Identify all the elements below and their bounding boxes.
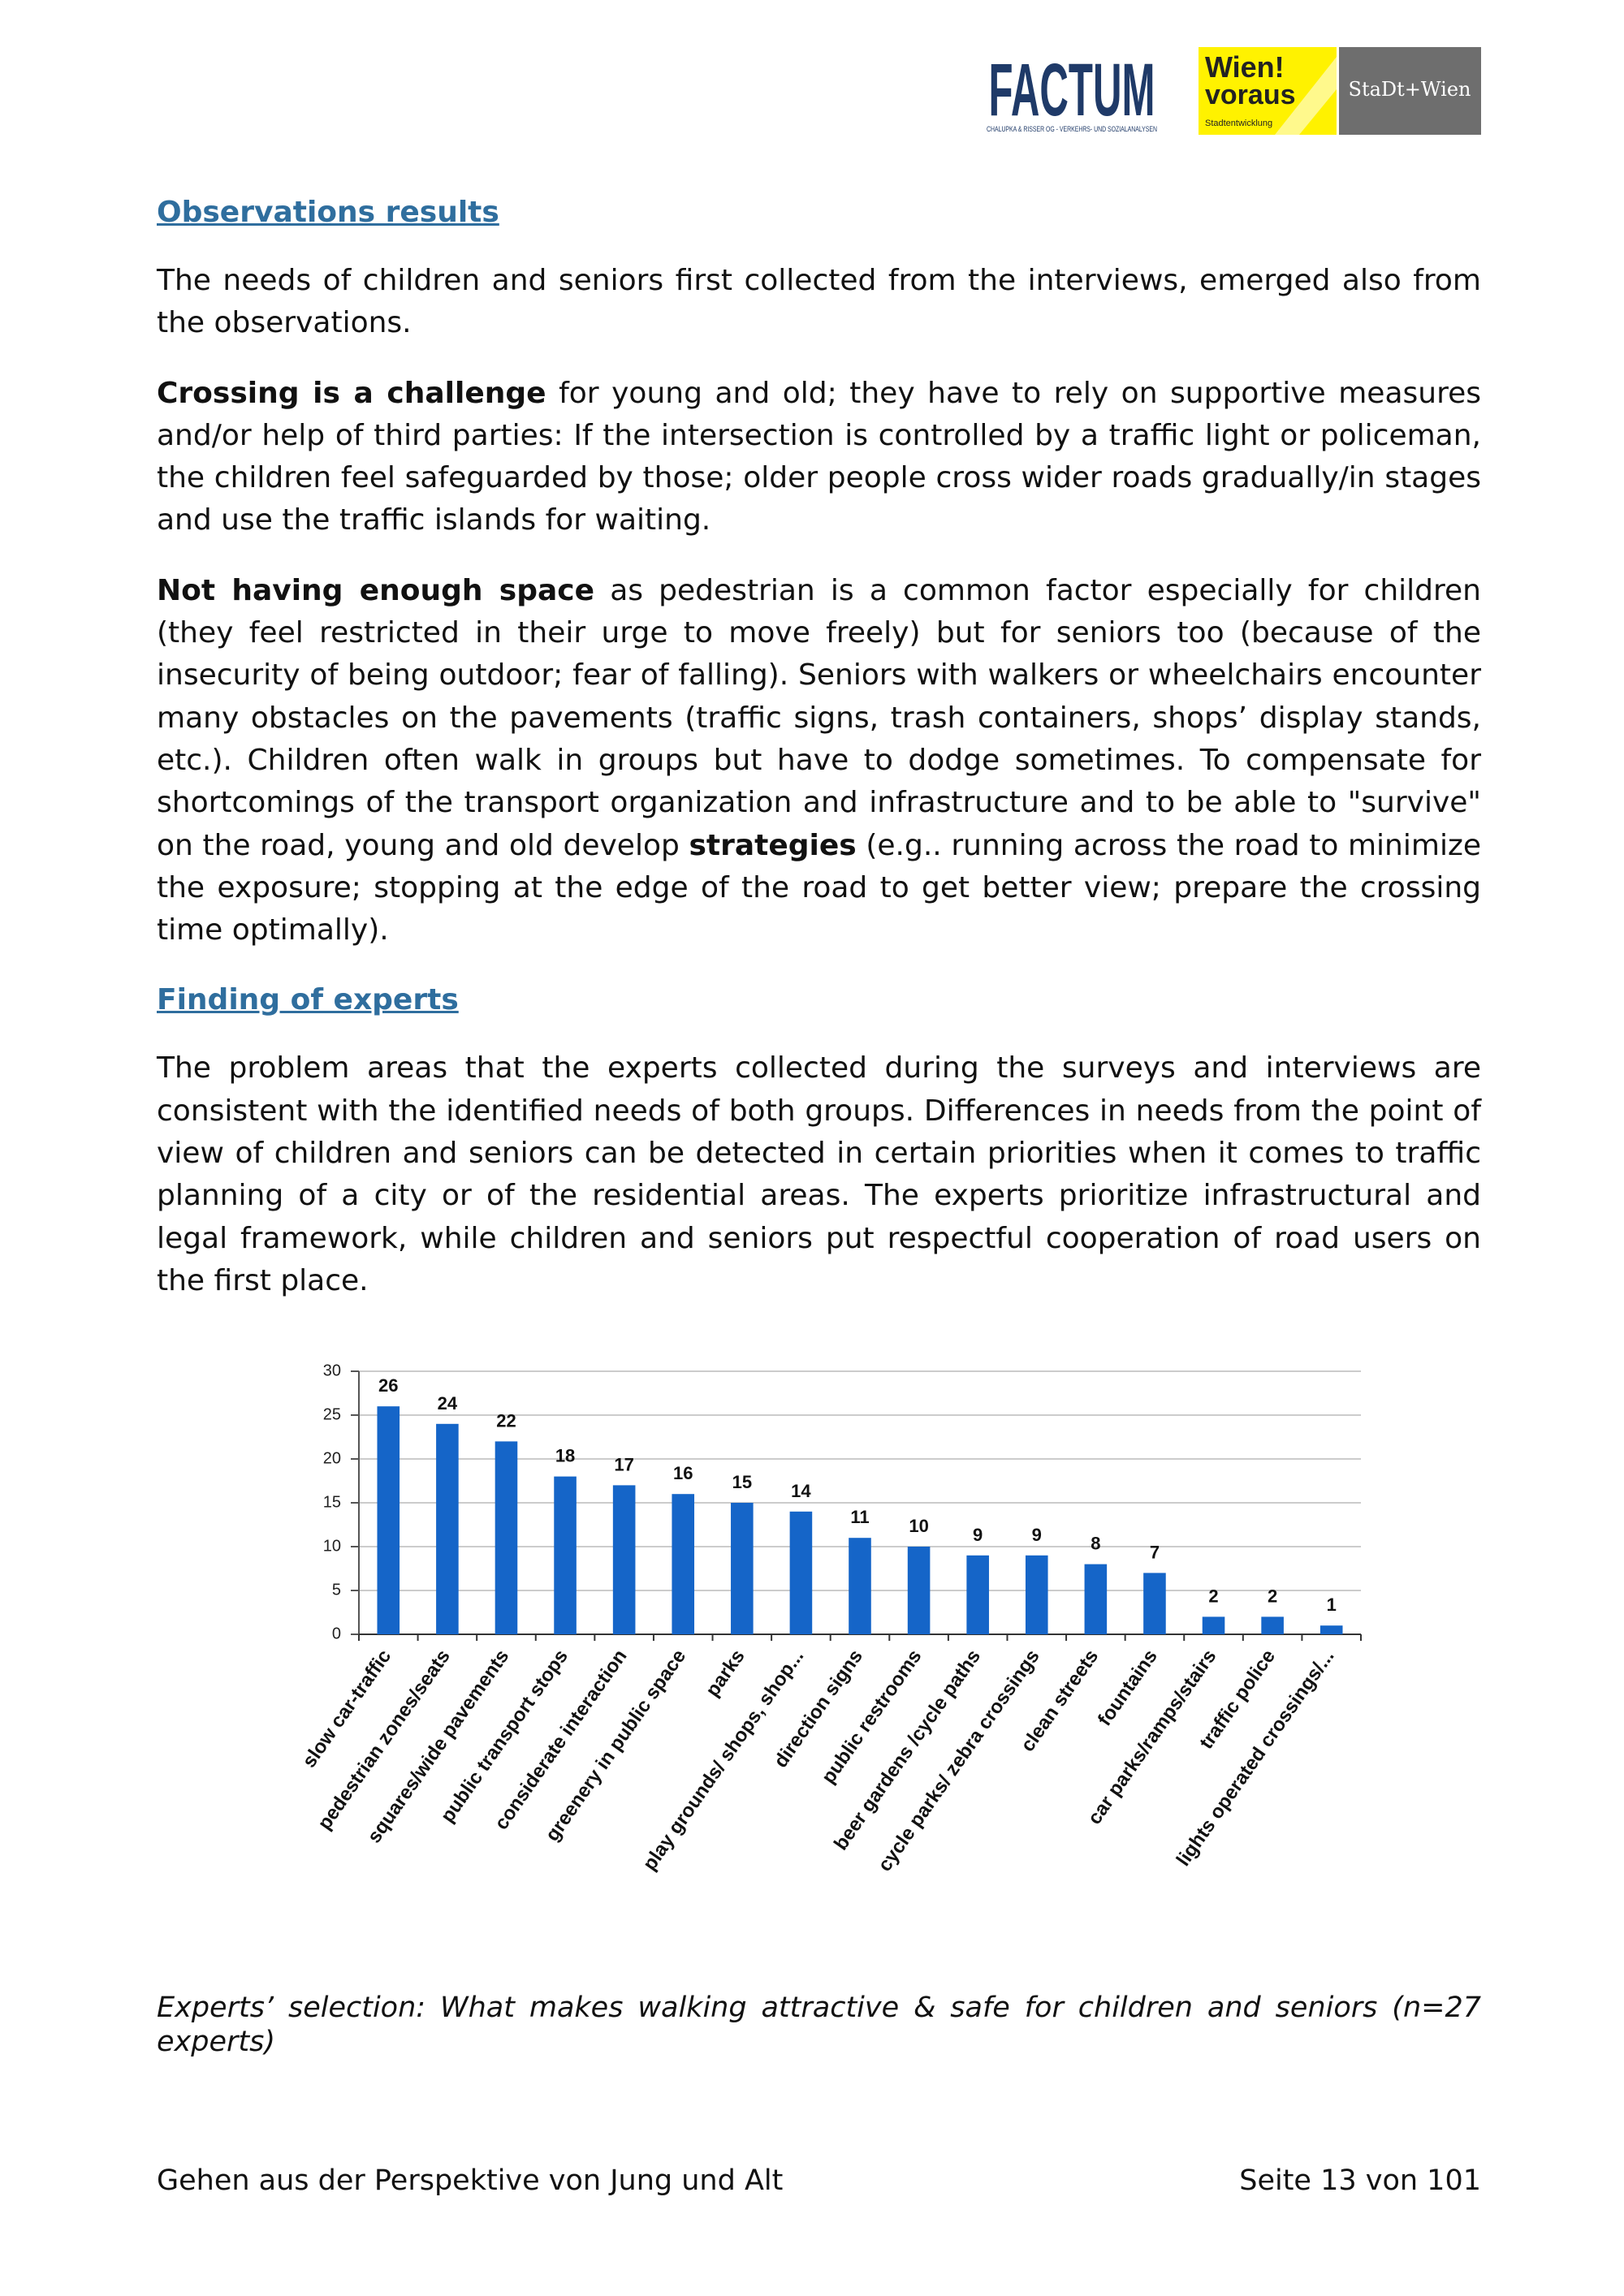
page-number: Seite 13 von 101 xyxy=(1239,2164,1481,2197)
bar xyxy=(1143,1573,1166,1634)
bar xyxy=(436,1423,459,1634)
bold-text: strategies xyxy=(689,828,857,862)
bold-text: Crossing is a challenge xyxy=(157,376,546,410)
paragraph: The problem areas that the experts colle… xyxy=(157,1047,1481,1302)
factum-logo: FACTUM xyxy=(989,49,1155,132)
bar xyxy=(789,1511,813,1634)
paragraph: The needs of children and seniors first … xyxy=(157,260,1481,345)
body-text: Observations results The needs of childre… xyxy=(157,192,1481,1330)
wien-logo-text: Wien! xyxy=(1205,50,1285,84)
data-label: 7 xyxy=(1150,1542,1160,1562)
text-run: The problem areas that the experts colle… xyxy=(157,1051,1481,1297)
paragraph: Not having enough space as pedestrian is… xyxy=(157,570,1481,952)
data-label: 9 xyxy=(973,1525,983,1545)
data-label: 2 xyxy=(1208,1586,1218,1606)
stripe xyxy=(1275,57,1337,135)
bar xyxy=(612,1485,636,1634)
text-run: for young and old; they have to rely on … xyxy=(157,376,1481,537)
stadt-logo-box xyxy=(1339,47,1481,135)
bar xyxy=(1084,1564,1108,1634)
data-label: 26 xyxy=(378,1375,398,1396)
data-label: 18 xyxy=(555,1446,575,1466)
bar xyxy=(1261,1616,1284,1634)
data-label: 14 xyxy=(791,1481,811,1501)
data-label: 10 xyxy=(909,1516,928,1536)
y-tick-label: 0 xyxy=(332,1625,341,1642)
paragraph: Crossing is a challenge for young and ol… xyxy=(157,373,1481,542)
data-label: 22 xyxy=(496,1410,516,1431)
bar xyxy=(377,1406,400,1634)
data-label: 17 xyxy=(614,1454,633,1474)
bar xyxy=(1202,1616,1225,1634)
bar xyxy=(495,1441,518,1634)
factum-subtitle: CHALUPKA & RISSER OG - VERKEHRS- UND SOZ… xyxy=(987,125,1157,133)
bar xyxy=(672,1494,695,1634)
section: Observations results The needs of childre… xyxy=(157,192,1481,952)
section: Finding of experts The problem areas that… xyxy=(157,979,1481,1302)
figure-caption: Experts’ selection: What makes walking a… xyxy=(157,1992,1481,2058)
bar xyxy=(1320,1625,1343,1634)
y-tick-label: 30 xyxy=(323,1362,341,1379)
y-tick-label: 15 xyxy=(323,1493,341,1511)
data-label: 9 xyxy=(1032,1525,1042,1545)
stadt-logo-text: StaDt+Wien xyxy=(1349,78,1471,101)
x-tick-label: parks xyxy=(702,1646,749,1701)
section-heading: Observations results xyxy=(157,196,499,229)
text-run: The needs of children and seniors first … xyxy=(157,264,1481,340)
bold-text: Not having enough space xyxy=(157,573,595,607)
section-heading: Finding of experts xyxy=(157,983,459,1017)
bar xyxy=(1025,1555,1048,1634)
data-label: 2 xyxy=(1268,1586,1277,1606)
text-run: (e.g.. running across the road to minimi… xyxy=(157,828,1481,947)
data-label: 8 xyxy=(1091,1534,1100,1554)
y-tick-label: 5 xyxy=(332,1581,341,1599)
header-logos: FACTUM CHALUPKA & RISSER OG - VERKEHRS- … xyxy=(987,47,1481,135)
data-label: 15 xyxy=(732,1472,752,1492)
wien-logo-sub: Stadtentwicklung xyxy=(1205,119,1272,128)
footer: Gehen aus der Perspektive von Jung und A… xyxy=(157,2164,1481,2197)
y-tick-label: 25 xyxy=(323,1405,341,1423)
bar xyxy=(907,1547,931,1634)
data-label: 11 xyxy=(850,1507,869,1527)
y-tick-label: 20 xyxy=(323,1449,341,1467)
y-tick-label: 10 xyxy=(323,1537,341,1555)
footer-title: Gehen aus der Perspektive von Jung und A… xyxy=(157,2164,784,2197)
bar xyxy=(731,1503,754,1634)
wien-logo-text: voraus xyxy=(1205,80,1296,110)
text-run: as pedestrian is a common factor especia… xyxy=(157,573,1481,862)
bar xyxy=(849,1538,871,1634)
data-label: 16 xyxy=(673,1463,693,1483)
bar xyxy=(554,1476,577,1634)
bar xyxy=(966,1555,989,1634)
data-label: 24 xyxy=(438,1393,458,1413)
x-tick-label: fountains xyxy=(1094,1646,1162,1730)
data-label: 1 xyxy=(1327,1595,1337,1615)
